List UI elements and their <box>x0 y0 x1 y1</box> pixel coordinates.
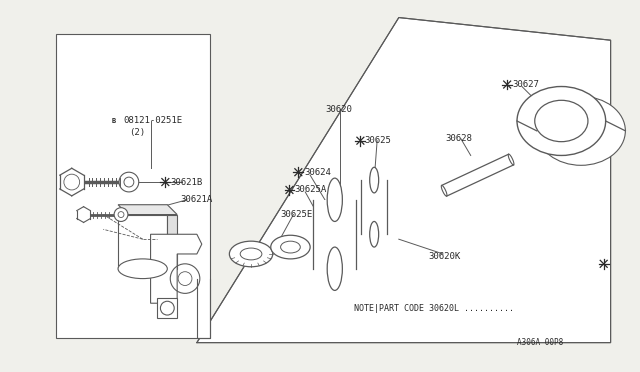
Ellipse shape <box>271 235 310 259</box>
Polygon shape <box>313 200 356 269</box>
Text: 30621B: 30621B <box>170 177 202 187</box>
Circle shape <box>114 208 128 221</box>
Polygon shape <box>157 298 177 318</box>
Polygon shape <box>118 205 177 215</box>
Bar <box>56 34 210 338</box>
Ellipse shape <box>280 241 300 253</box>
Ellipse shape <box>370 167 379 193</box>
Text: NOTE|PART CODE 30620L ..........: NOTE|PART CODE 30620L .......... <box>355 304 515 312</box>
Polygon shape <box>167 215 177 269</box>
Text: 30628: 30628 <box>445 134 472 143</box>
Ellipse shape <box>229 241 273 267</box>
Ellipse shape <box>537 96 625 165</box>
Text: 30624: 30624 <box>304 168 331 177</box>
Ellipse shape <box>327 247 342 291</box>
Polygon shape <box>197 17 611 343</box>
Ellipse shape <box>508 154 514 165</box>
Text: 30625A: 30625A <box>294 185 326 195</box>
Circle shape <box>119 172 139 192</box>
Ellipse shape <box>327 178 342 221</box>
Polygon shape <box>442 154 513 196</box>
Text: B: B <box>112 118 116 124</box>
Text: 30627: 30627 <box>512 80 539 89</box>
Ellipse shape <box>535 100 588 142</box>
Ellipse shape <box>517 87 605 155</box>
Polygon shape <box>150 234 202 303</box>
Text: 08121-0251E: 08121-0251E <box>123 116 182 125</box>
Text: 30625E: 30625E <box>280 210 313 219</box>
Circle shape <box>118 212 124 218</box>
Text: 30620: 30620 <box>325 105 352 114</box>
Text: (2): (2) <box>129 128 145 137</box>
Polygon shape <box>118 215 167 269</box>
Circle shape <box>124 177 134 187</box>
Text: A306A 00P8: A306A 00P8 <box>517 338 563 347</box>
Text: 30621A: 30621A <box>180 195 212 204</box>
Ellipse shape <box>240 248 262 260</box>
Polygon shape <box>362 180 387 234</box>
Text: 30620K: 30620K <box>428 253 461 262</box>
Ellipse shape <box>118 259 167 279</box>
Text: 30625: 30625 <box>364 136 391 145</box>
Ellipse shape <box>370 221 379 247</box>
Ellipse shape <box>442 185 447 196</box>
